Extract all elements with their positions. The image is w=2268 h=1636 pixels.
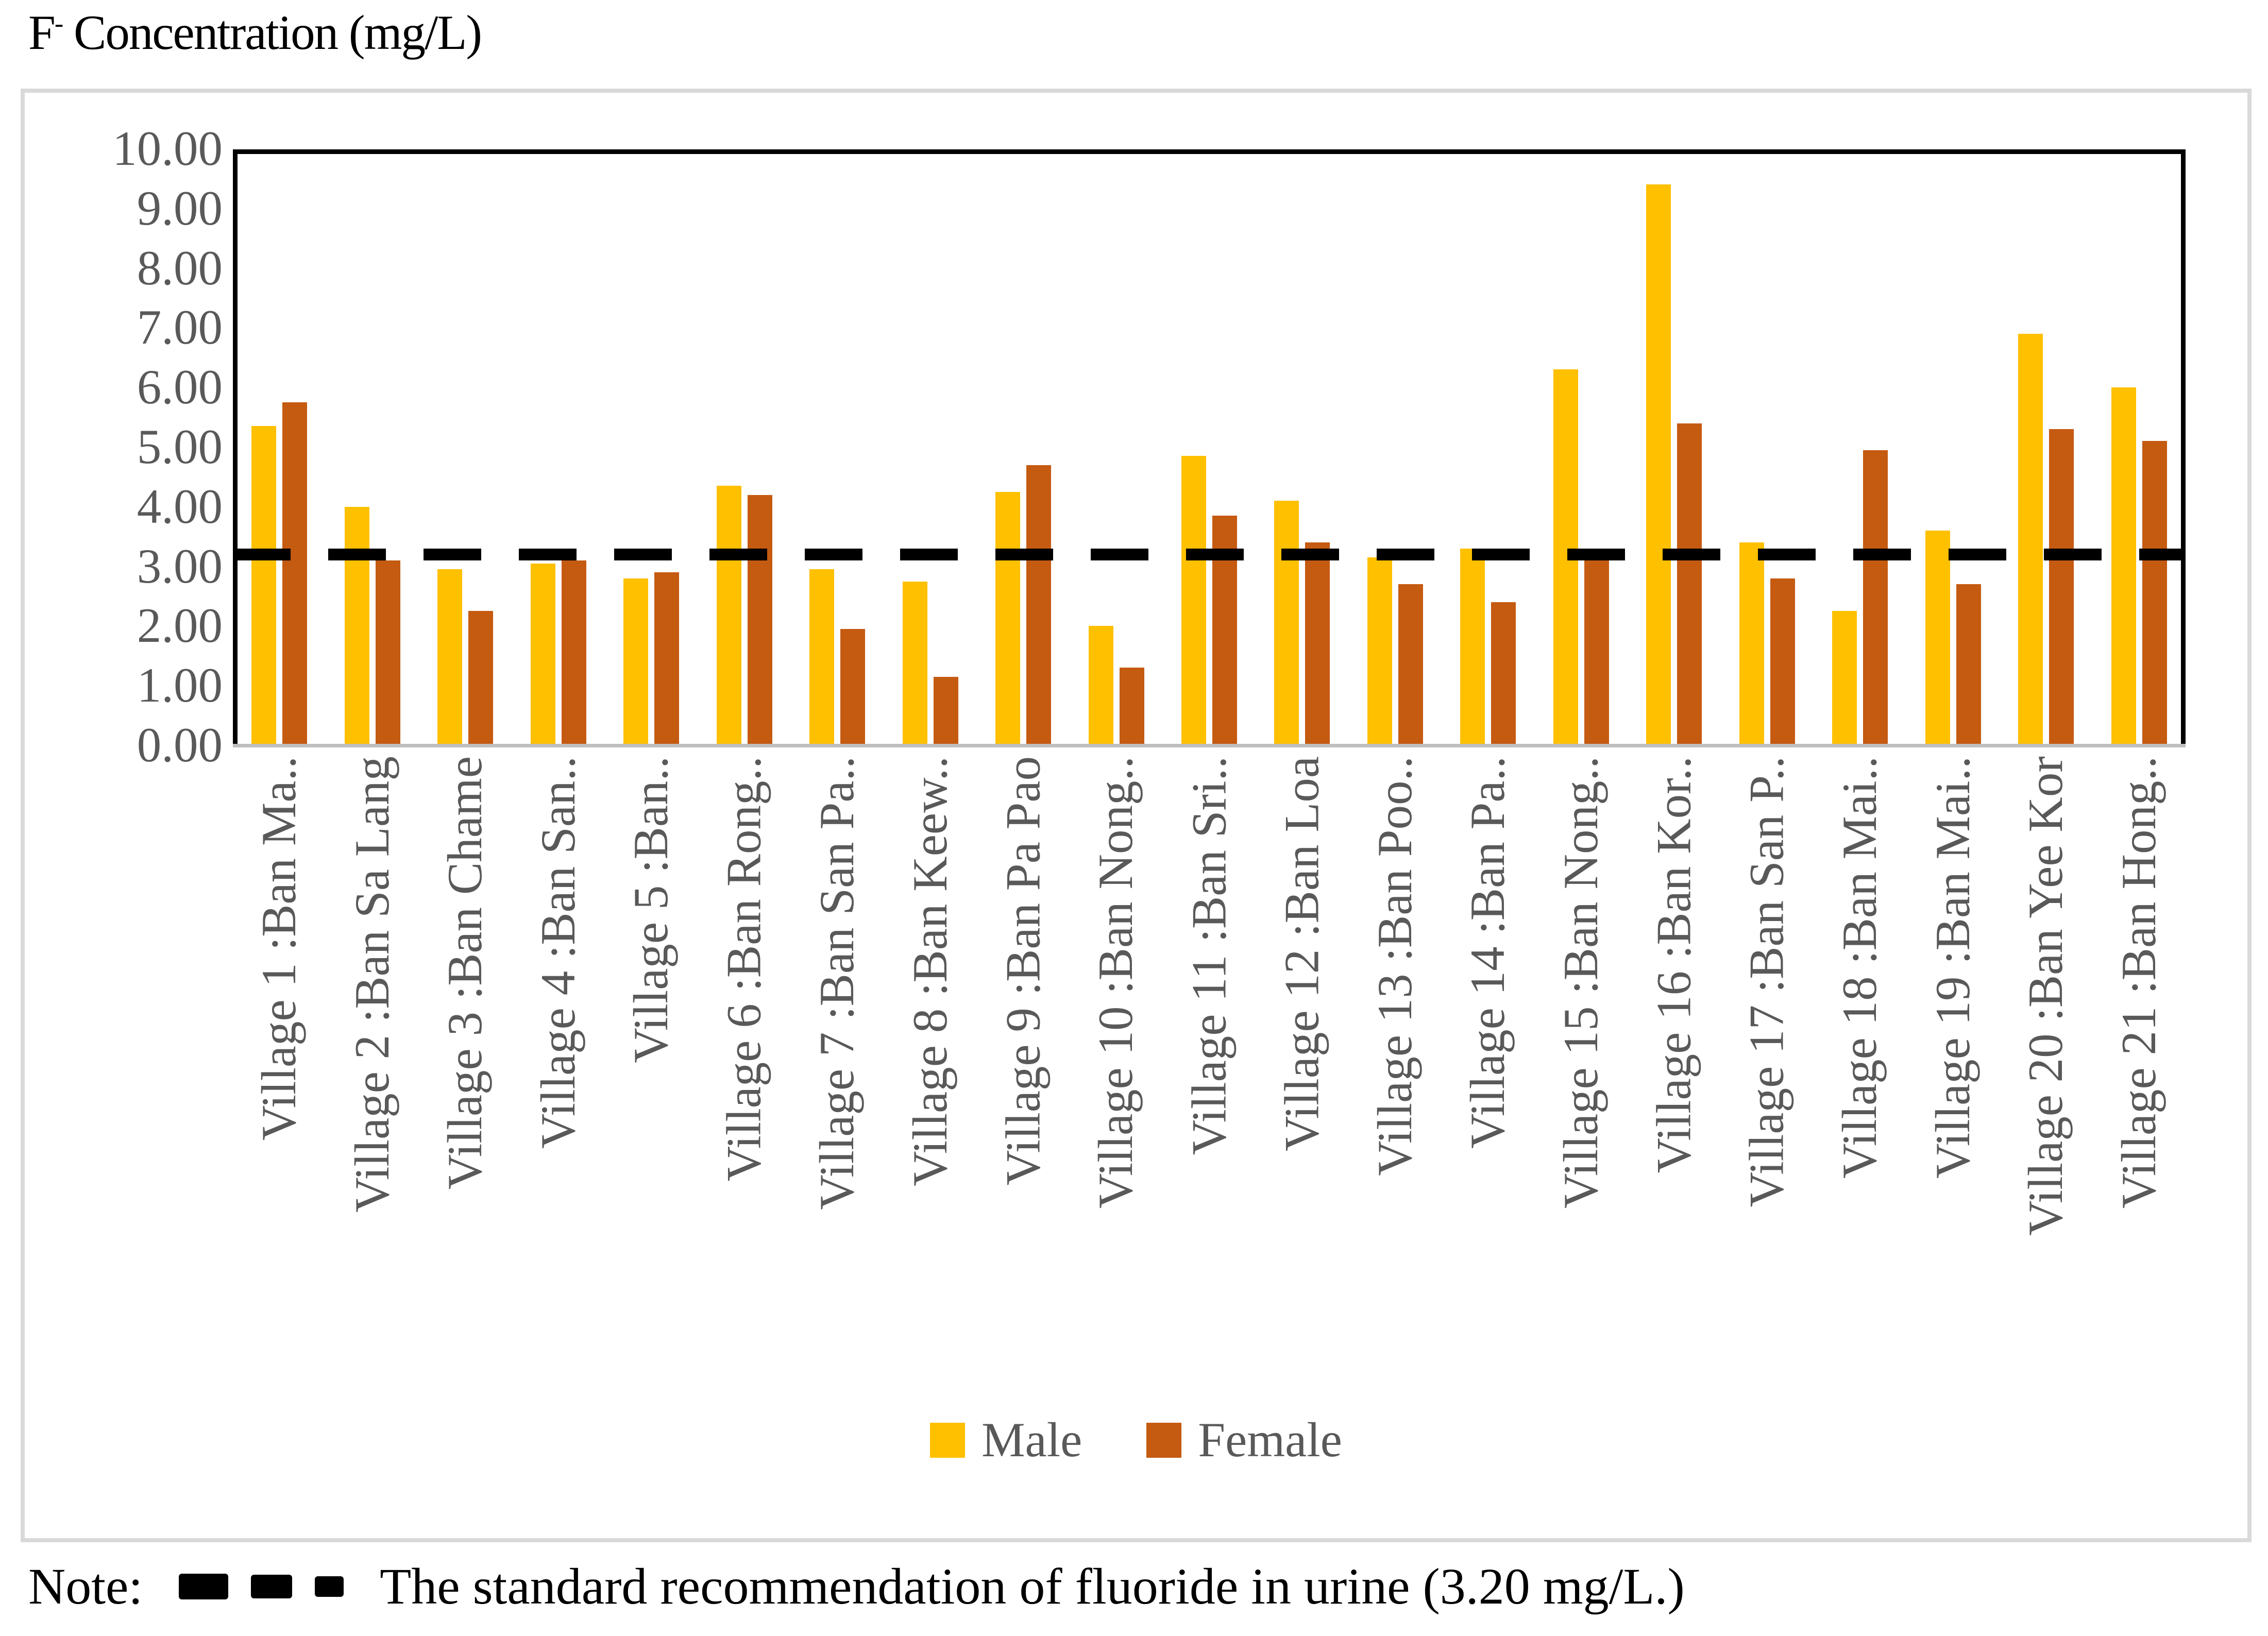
bar-female-village-9 — [1026, 465, 1052, 745]
chart-container — [21, 89, 2252, 1542]
bar-female-village-20 — [2049, 429, 2074, 745]
legend-item-male: Male — [930, 1416, 1082, 1464]
legend-label-male: Male — [981, 1412, 1082, 1467]
x-category-label-9: Village 9 :Ban Pa Pao — [995, 756, 1051, 1186]
y-tick-label-7: 7.00 — [137, 300, 223, 355]
bar-male-village-19 — [1925, 531, 1950, 745]
bar-male-village-6 — [716, 486, 741, 745]
bar-female-village-18 — [1863, 450, 1888, 745]
bar-male-village-8 — [902, 582, 927, 745]
bar-female-village-19 — [1956, 584, 1981, 745]
x-category-label-21: Village 21 :Ban Hong.. — [2111, 756, 2166, 1209]
x-category-label-8: Village 8 :Ban Keew.. — [902, 756, 957, 1186]
chart-title-rest: Concentration (mg/L) — [74, 5, 482, 60]
bar-male-village-3 — [437, 569, 463, 745]
bar-male-village-13 — [1367, 557, 1392, 745]
bar-male-village-10 — [1088, 626, 1113, 745]
female-swatch — [1146, 1422, 1182, 1458]
y-tick-label-3: 3.00 — [137, 538, 223, 593]
bar-male-village-21 — [2111, 387, 2136, 745]
y-tick-label-0: 0.00 — [137, 718, 223, 772]
y-tick-label-2: 2.00 — [137, 598, 223, 653]
x-category-label-16: Village 16 :Ban Kor.. — [1646, 756, 1701, 1173]
bar-male-village-5 — [623, 578, 649, 745]
bar-female-village-5 — [654, 572, 680, 745]
y-tick-label-10: 10.00 — [112, 121, 223, 176]
bar-female-village-8 — [933, 677, 958, 745]
bar-male-village-9 — [995, 492, 1021, 745]
x-category-label-15: Village 15 :Ban Nong.. — [1553, 756, 1608, 1209]
chart-title-symbol: F — [28, 5, 56, 60]
bar-female-village-13 — [1398, 584, 1423, 745]
x-category-label-12: Village 12 :Ban Loa — [1274, 756, 1329, 1152]
x-category-label-1: Village 1 :Ban Ma.. — [251, 756, 307, 1141]
male-swatch — [930, 1422, 966, 1458]
chart-title: F- Concentration (mg/L) — [28, 4, 482, 61]
note-prefix: Note: — [28, 1558, 143, 1615]
bar-female-village-15 — [1584, 552, 1609, 745]
legend: Male Female — [21, 1416, 2252, 1464]
x-category-label-20: Village 20 :Ban Yee Kor — [2018, 756, 2073, 1236]
bar-male-village-17 — [1739, 542, 1764, 745]
x-category-label-19: Village 19 :Ban Mai.. — [1925, 756, 1980, 1179]
bar-male-village-18 — [1832, 611, 1857, 745]
x-category-label-11: Village 11 :Ban Sri.. — [1181, 756, 1236, 1155]
x-category-label-14: Village 14 :Ban Pa.. — [1460, 756, 1515, 1149]
bar-male-village-16 — [1646, 184, 1671, 745]
x-category-label-5: Village 5 :Ban.. — [623, 756, 679, 1063]
bar-female-village-3 — [468, 611, 494, 745]
note-text: The standard recommendation of fluoride … — [380, 1558, 1685, 1615]
x-category-label-18: Village 18 :Ban Mai.. — [1832, 756, 1887, 1179]
bar-male-village-1 — [251, 426, 277, 745]
y-tick-label-9: 9.00 — [137, 180, 223, 235]
x-category-label-10: Village 10 :Ban Nong.. — [1088, 756, 1143, 1209]
x-category-label-2: Village 2 :Ban Sa Lang — [344, 756, 399, 1213]
x-category-label-7: Village 7 :Ban San Pa.. — [809, 756, 865, 1210]
bar-female-village-1 — [282, 402, 308, 745]
dashed-line-sample-icon — [179, 1573, 344, 1599]
y-tick-label-6: 6.00 — [137, 360, 223, 415]
x-axis-line — [233, 744, 2186, 747]
bar-female-village-6 — [747, 495, 772, 745]
note: Note: The standard recommendation of flu… — [28, 1557, 2244, 1616]
chart-title-superscript: - — [54, 8, 63, 39]
bar-male-village-4 — [530, 564, 555, 745]
reference-line — [233, 549, 2186, 560]
y-tick-label-8: 8.00 — [137, 240, 223, 295]
bar-male-village-7 — [809, 569, 835, 745]
bar-female-village-17 — [1770, 578, 1795, 745]
bar-male-village-14 — [1460, 549, 1485, 745]
bar-female-village-4 — [561, 560, 586, 745]
x-category-label-6: Village 6 :Ban Rong.. — [716, 756, 771, 1182]
bar-female-village-14 — [1491, 602, 1516, 745]
bar-female-village-7 — [840, 629, 866, 745]
bar-female-village-21 — [2142, 441, 2167, 745]
legend-item-female: Female — [1146, 1416, 1342, 1464]
bar-male-village-11 — [1181, 456, 1206, 745]
legend-label-female: Female — [1198, 1412, 1342, 1467]
plot-area — [233, 149, 2186, 746]
bar-female-village-2 — [375, 560, 400, 745]
y-tick-label-4: 4.00 — [137, 479, 223, 534]
x-category-label-4: Village 4 :Ban San.. — [530, 756, 585, 1149]
bar-female-village-10 — [1119, 668, 1144, 745]
bar-female-village-16 — [1677, 423, 1702, 745]
bar-male-village-12 — [1274, 501, 1299, 745]
bar-female-village-12 — [1305, 542, 1330, 745]
y-tick-label-1: 1.00 — [137, 658, 223, 713]
x-category-label-3: Village 3 :Ban Chame — [437, 756, 493, 1190]
bar-male-village-2 — [344, 507, 369, 745]
bar-male-village-20 — [2018, 334, 2043, 745]
y-tick-label-5: 5.00 — [137, 419, 223, 474]
x-category-label-17: Village 17 :Ban San P.. — [1739, 756, 1794, 1207]
x-category-label-13: Village 13 :Ban Poo.. — [1367, 756, 1422, 1176]
